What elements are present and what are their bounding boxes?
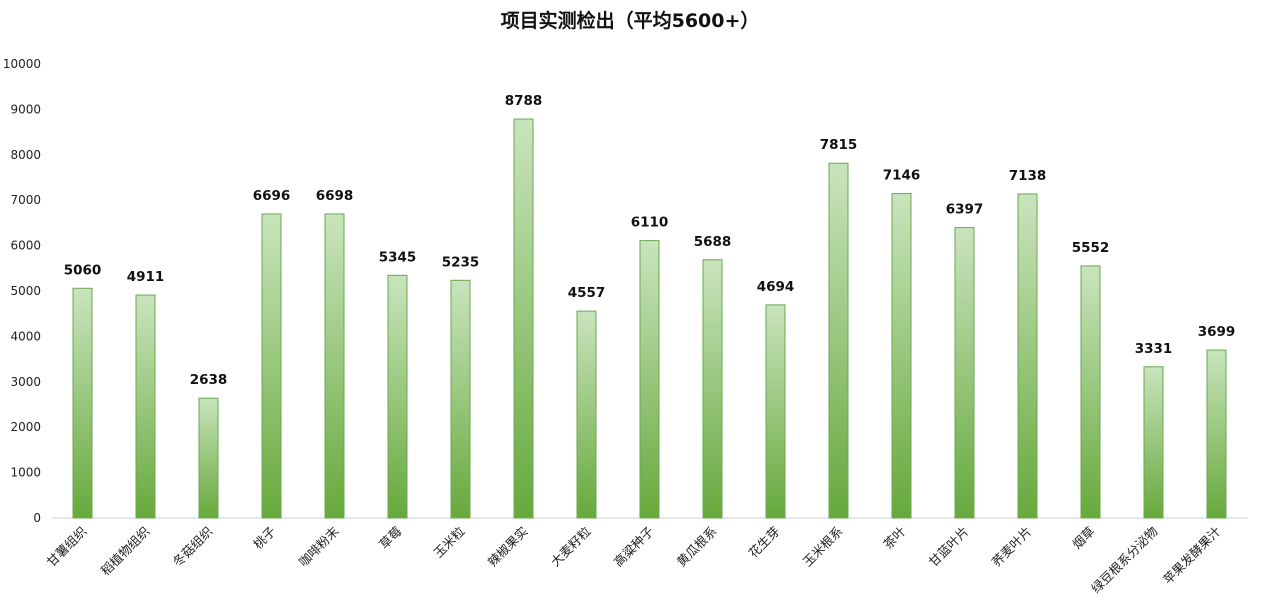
bar: [450, 279, 471, 519]
x-tick-label: 辣椒果实: [485, 524, 531, 570]
x-tick-label: 冬菇组织: [170, 524, 216, 570]
x-tick-label: 玉米根系: [800, 524, 846, 570]
data-label: 5235: [442, 254, 480, 270]
y-tick-label: 4000: [10, 329, 41, 343]
x-tick-label: 高粱种子: [611, 524, 657, 570]
x-axis: 甘薯组织 稻植物组织 冬菇组织 桃子 咖啡粉末 草莓 玉米粒 辣椒果实 大麦籽粒 高粱种子 黄瓜根系…: [44, 523, 1224, 596]
x-tick-label: 甘薯组织: [44, 524, 90, 570]
data-labels: 5060 4911 2638 6696 6698 5345 5235 8788 4557 6110…: [64, 93, 1236, 388]
bar: [891, 193, 912, 519]
y-tick-label: 2000: [10, 420, 41, 434]
x-tick-label: 花生芽: [745, 524, 782, 561]
bar: [324, 213, 345, 519]
data-label: 3699: [1198, 324, 1236, 340]
data-label: 5688: [694, 234, 732, 250]
data-label: 5345: [379, 249, 417, 265]
x-tick-label: 咖啡粉末: [296, 523, 342, 569]
x-tick-label: 桃子: [250, 524, 278, 552]
x-tick-label: 黄瓜根系: [674, 524, 720, 570]
x-tick-label: 甘蓝叶片: [926, 524, 972, 570]
y-tick-label: 5000: [10, 284, 41, 298]
bar: [576, 310, 597, 519]
y-tick-label: 9000: [10, 102, 41, 116]
data-label: 8788: [505, 93, 543, 109]
x-tick-label: 大麦籽粒: [548, 524, 594, 570]
x-tick-label: 烟草: [1069, 524, 1097, 552]
bar: [639, 240, 660, 519]
bar: [828, 162, 849, 519]
bar: [72, 287, 93, 519]
y-tick-label: 10000: [3, 57, 41, 71]
bar: [261, 213, 282, 519]
bar: [954, 227, 975, 519]
bar: [702, 259, 723, 519]
data-label: 7138: [1009, 168, 1047, 184]
bar: [765, 304, 786, 519]
x-tick-label: 草莓: [376, 524, 404, 552]
data-label: 2638: [190, 372, 228, 388]
y-tick-label: 6000: [10, 239, 41, 253]
y-tick-label: 1000: [10, 466, 41, 480]
y-tick-label: 0: [33, 511, 41, 525]
bar: [1080, 265, 1101, 519]
bar: [135, 294, 156, 519]
x-tick-label: 玉米粒: [430, 524, 467, 561]
data-label: 4911: [127, 269, 165, 285]
bar: [1143, 366, 1164, 519]
data-label: 7815: [820, 137, 858, 153]
bar: [198, 397, 219, 519]
x-tick-label: 稻植物组织: [98, 524, 153, 579]
data-label: 4694: [757, 279, 795, 295]
bar: [1206, 349, 1227, 519]
data-label: 7146: [883, 168, 921, 184]
x-tick-label: 茶叶: [880, 523, 909, 552]
y-axis: 0 1000 2000 3000 4000 5000 6000 7000 8000 9000 100…: [3, 57, 41, 525]
bar: [513, 118, 534, 519]
y-tick-label: 8000: [10, 148, 41, 162]
data-label: 6397: [946, 202, 984, 218]
y-tick-label: 7000: [10, 193, 41, 207]
data-label: 3331: [1135, 341, 1173, 357]
data-label: 5060: [64, 262, 102, 278]
data-label: 4557: [568, 285, 606, 301]
x-tick-label: 荞麦叶片: [989, 524, 1035, 570]
bar: [1017, 193, 1038, 519]
chart-title: 项目实测检出（平均5600+）: [501, 9, 760, 32]
bar: [387, 274, 408, 519]
data-label: 6696: [253, 188, 291, 204]
x-tick-label: 绿豆根系分泌物: [1088, 524, 1160, 596]
data-label: 5552: [1072, 240, 1110, 256]
bars: [72, 118, 1227, 519]
y-tick-label: 3000: [10, 375, 41, 389]
x-tick-label: 苹果发酵果汁: [1160, 523, 1224, 587]
data-label: 6698: [316, 188, 354, 204]
data-label: 6110: [631, 215, 669, 231]
